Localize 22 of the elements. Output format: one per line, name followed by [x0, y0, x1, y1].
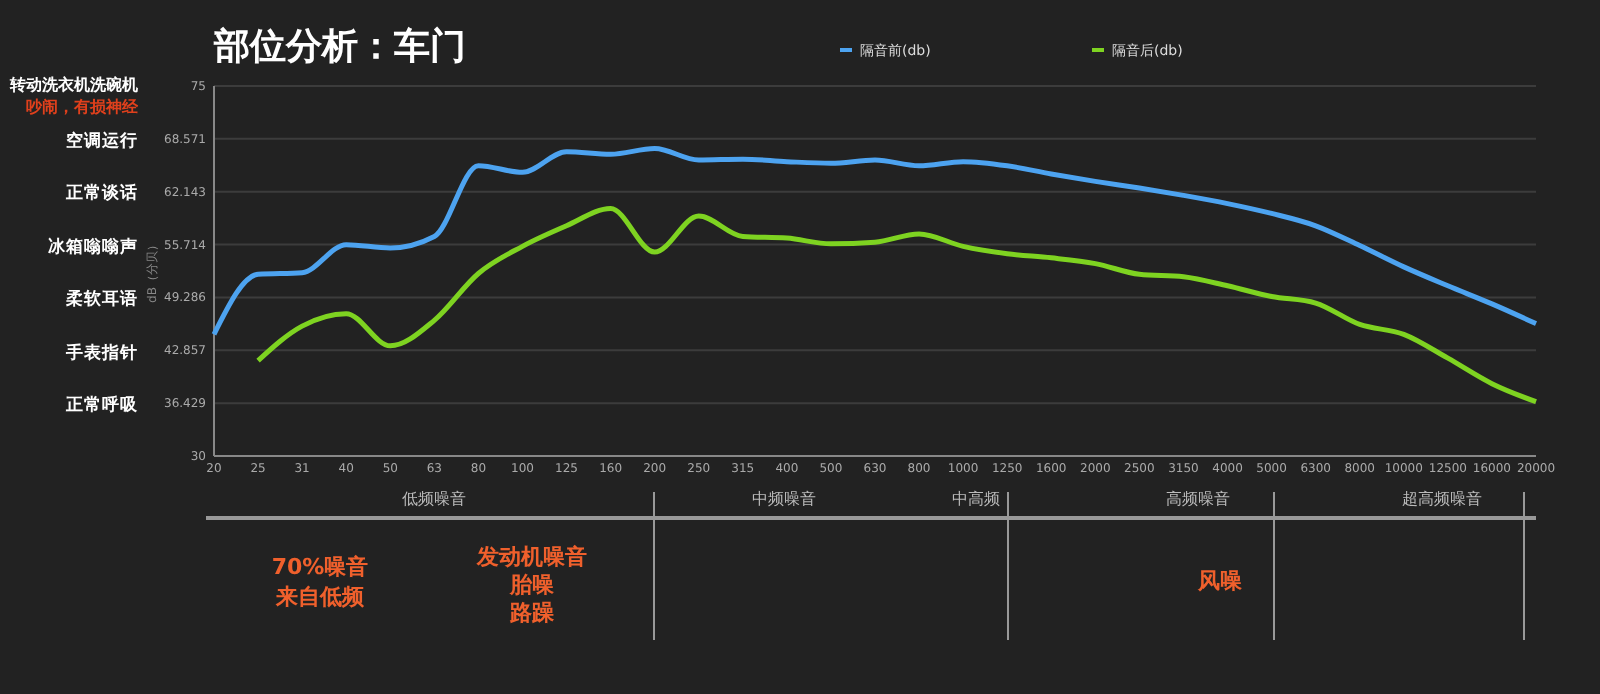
text: 空调运行	[66, 130, 138, 152]
text: 超高频噪音	[1402, 490, 1482, 508]
text: 路躁	[508, 600, 556, 626]
text: 正常谈话	[64, 182, 138, 204]
line-series	[211, 145, 1539, 337]
text: 高频噪音	[1166, 490, 1230, 508]
text: 胎噪	[508, 572, 556, 598]
line-series	[255, 206, 1539, 405]
text: 来自低频	[274, 584, 366, 610]
text: 转动洗衣机洗碗机	[8, 74, 138, 94]
text: 中高频	[952, 490, 1000, 508]
text: 70%噪音	[271, 554, 369, 580]
text: 发动机噪音	[475, 544, 587, 570]
text: 冰箱嗡嗡声	[48, 236, 138, 258]
text: 正常呼吸	[64, 394, 140, 416]
chart-title: 部位分析：车门	[212, 26, 466, 68]
text: 柔软耳语	[64, 288, 138, 310]
text: 低频噪音	[402, 490, 466, 508]
text: 吵闹，有损神经	[26, 98, 140, 116]
text: 手表指针	[64, 342, 138, 364]
text: 中频噪音	[752, 490, 816, 508]
text: 风噪	[1196, 568, 1244, 594]
